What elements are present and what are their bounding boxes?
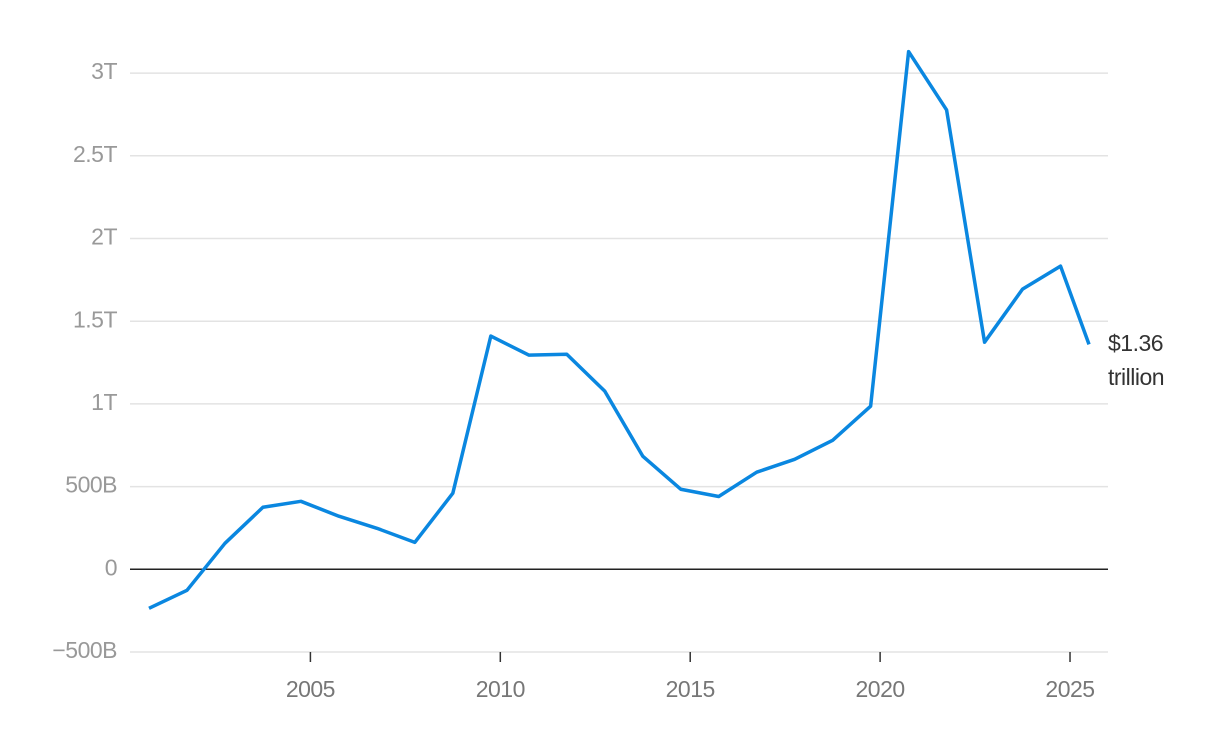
x-tick-label: 2005 bbox=[286, 676, 335, 702]
y-tick-label: 3T bbox=[91, 58, 117, 84]
x-tick-label: 2020 bbox=[856, 676, 905, 702]
line-series bbox=[148, 49, 1091, 610]
y-tick-label: 2T bbox=[91, 224, 117, 250]
y-tick-label: −500B bbox=[52, 637, 117, 663]
y-tick-label: 2.5T bbox=[73, 141, 117, 167]
y-tick-label: 0 bbox=[105, 554, 117, 580]
x-tick-label: 2010 bbox=[476, 676, 525, 702]
y-tick-label: 1.5T bbox=[73, 306, 117, 332]
x-tick-label: 2025 bbox=[1045, 676, 1094, 702]
y-tick-label: 1T bbox=[91, 389, 117, 415]
y-tick-label: 500B bbox=[65, 472, 117, 498]
x-tick-label: 2015 bbox=[666, 676, 715, 702]
end-label: $1.36 trillion bbox=[1108, 330, 1165, 390]
